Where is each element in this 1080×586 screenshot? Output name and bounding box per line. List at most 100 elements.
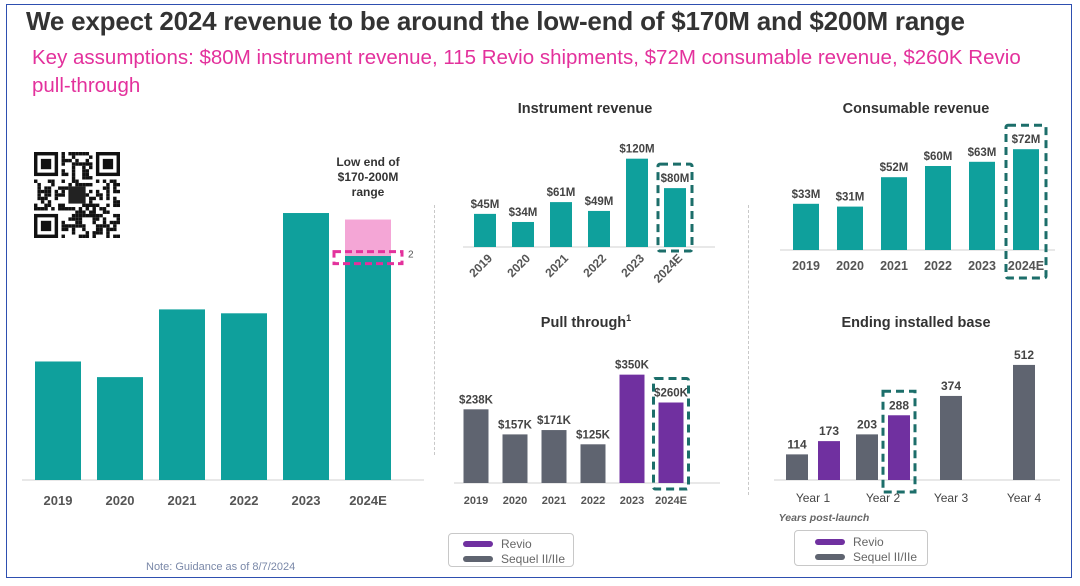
qr-module	[85, 152, 90, 156]
range-annotation-label: Low end of	[336, 155, 400, 169]
x-tick-label: 2024E	[349, 493, 387, 508]
x-tick-label: 2019	[792, 259, 820, 273]
qr-module	[99, 227, 103, 232]
qr-module	[71, 165, 76, 170]
qr-module	[47, 186, 52, 190]
qr-module	[113, 182, 117, 187]
data-label: 288	[889, 398, 909, 412]
qr-finder	[102, 158, 114, 170]
qr-module	[82, 169, 86, 173]
installed-base-chart: Ending installed base 114 173 Year 1 203 288 Y…	[774, 315, 1060, 524]
legend-swatch-sequel	[463, 555, 493, 562]
qr-module	[92, 213, 96, 218]
qr-module	[95, 179, 100, 183]
qr-module	[71, 207, 76, 211]
qr-module	[109, 227, 114, 232]
qr-module	[106, 182, 110, 187]
x-tick-label: 2021	[880, 259, 908, 273]
data-label: 114	[787, 437, 807, 451]
legend-item-sequel: Sequel II/IIe	[815, 549, 927, 564]
qr-module	[61, 179, 65, 183]
legend-item-revio: Revio	[815, 534, 927, 549]
x-tick-label: 2020	[106, 493, 135, 508]
qr-module	[95, 224, 100, 228]
data-label: $33M	[792, 189, 821, 201]
qr-module	[89, 210, 93, 214]
bar-sequel	[786, 454, 808, 480]
qr-module	[44, 193, 48, 197]
qr-module	[71, 162, 76, 166]
qr-module	[82, 176, 86, 180]
qr-module	[116, 182, 120, 187]
qr-finder	[40, 220, 52, 232]
x-tick-label: 2019	[466, 251, 495, 280]
bar-sequel	[856, 434, 878, 480]
data-label: $63M	[968, 147, 997, 159]
key-assumptions-subtitle: Key assumptions: $80M instrument revenue…	[32, 46, 1021, 97]
data-label: $72M	[1012, 134, 1041, 146]
qr-module	[61, 162, 65, 166]
qr-module	[95, 203, 100, 208]
qr-module	[113, 179, 117, 183]
qr-module	[47, 193, 52, 197]
qr-module	[102, 217, 107, 221]
qr-module	[109, 220, 114, 225]
qr-module	[64, 224, 69, 228]
qr-module	[116, 234, 120, 238]
qr-module	[37, 196, 41, 201]
qr-module	[113, 227, 117, 232]
qr-module	[92, 196, 96, 201]
page-title: We expect 2024 revenue to be around the …	[26, 6, 965, 36]
qr-module	[75, 182, 79, 187]
qr-module	[71, 172, 76, 177]
qr-module	[58, 203, 62, 208]
data-label: $350K	[615, 360, 650, 372]
qr-module	[85, 172, 90, 177]
qr-module	[82, 165, 86, 170]
qr-module	[99, 224, 103, 228]
qr-module	[68, 158, 72, 163]
qr-module	[47, 189, 52, 194]
legend-swatch-revio	[463, 540, 493, 547]
qr-module	[78, 152, 83, 156]
qr-module	[102, 224, 107, 228]
qr-module	[75, 158, 79, 163]
qr-module	[82, 162, 86, 166]
qr-module	[37, 207, 41, 211]
qr-module	[85, 231, 90, 235]
qr-module	[89, 155, 93, 159]
qr-module	[106, 227, 110, 232]
qr-module	[75, 220, 79, 225]
qr-module	[82, 152, 86, 156]
legend-item-revio: Revio	[463, 536, 573, 551]
chart-title: Pull through1	[541, 313, 631, 331]
legend-label: Revio	[501, 536, 532, 551]
bar	[97, 377, 143, 480]
qr-module	[89, 176, 93, 180]
qr-module	[40, 189, 45, 194]
qr-module	[106, 193, 110, 197]
qr-logo	[68, 186, 86, 204]
qr-module	[106, 189, 110, 194]
pull-through-chart: Pull through1 $238K 2019 $157K 2020 $171K 2021…	[454, 313, 720, 507]
qr-finder	[40, 158, 52, 170]
bar-sequel	[1013, 364, 1035, 480]
x-tick-label: 2022	[581, 495, 605, 507]
qr-module	[85, 203, 90, 208]
data-label: $238K	[459, 394, 494, 406]
qr-module	[85, 182, 90, 187]
qr-module	[75, 162, 79, 166]
data-label: 512	[1014, 348, 1034, 362]
qr-module	[40, 196, 45, 201]
x-tick-label: 2023	[620, 495, 644, 507]
bar	[283, 213, 329, 480]
qr-module	[40, 200, 45, 204]
bar	[463, 409, 489, 483]
range-annotation-label: $170-200M	[338, 170, 399, 184]
qr-module	[71, 231, 76, 235]
data-label: $45M	[471, 199, 500, 211]
range-marker	[332, 250, 404, 266]
qr-module	[106, 224, 110, 228]
qr-module	[64, 207, 69, 211]
qr-module	[106, 234, 110, 238]
